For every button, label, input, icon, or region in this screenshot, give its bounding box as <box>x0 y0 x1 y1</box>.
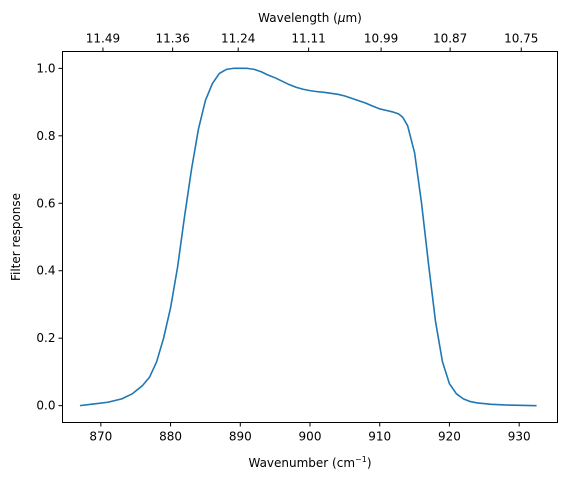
x-ticks-bottom: 870 880 890 900 910 920 930 <box>89 422 531 444</box>
y-tick-label: 0.6 <box>36 196 55 210</box>
top-x-tick-label: 11.11 <box>291 32 325 46</box>
y-tick-label: 0.8 <box>36 129 55 143</box>
top-x-tick-label: 10.87 <box>433 32 467 46</box>
y-tick-label: 0.0 <box>36 399 55 413</box>
x-tick-label: 890 <box>229 430 252 444</box>
series-line-0 <box>79 67 537 407</box>
x-axis-label: Wavenumber (cm−1) <box>248 455 371 470</box>
x-tick-label: 930 <box>508 430 531 444</box>
top-x-axis-label: Wavelength (μm) <box>258 11 362 25</box>
top-x-tick-label: 11.24 <box>221 32 255 46</box>
top-x-tick-label: 11.49 <box>86 32 120 46</box>
top-x-tick-label: 10.75 <box>504 32 538 46</box>
top-x-tick-label: 11.36 <box>155 32 189 46</box>
x-tick-label: 880 <box>159 430 182 444</box>
top-x-tick-label: 10.99 <box>364 32 398 46</box>
x-tick-label: 920 <box>438 430 461 444</box>
x-tick-label: 900 <box>299 430 322 444</box>
plot-frame <box>62 51 558 423</box>
y-axis-label: Filter response <box>9 193 23 281</box>
plot-area <box>79 67 537 407</box>
x-tick-label: 910 <box>368 430 391 444</box>
x-tick-label: 870 <box>89 430 112 444</box>
x-ticks-top: 11.49 11.36 11.24 11.11 10.99 10.87 10.75 <box>86 32 538 52</box>
y-tick-label: 0.2 <box>36 331 55 345</box>
y-tick-label: 1.0 <box>36 61 55 75</box>
y-ticks: 0.0 0.2 0.4 0.6 0.8 1.0 <box>36 61 63 413</box>
y-tick-label: 0.4 <box>36 264 55 278</box>
